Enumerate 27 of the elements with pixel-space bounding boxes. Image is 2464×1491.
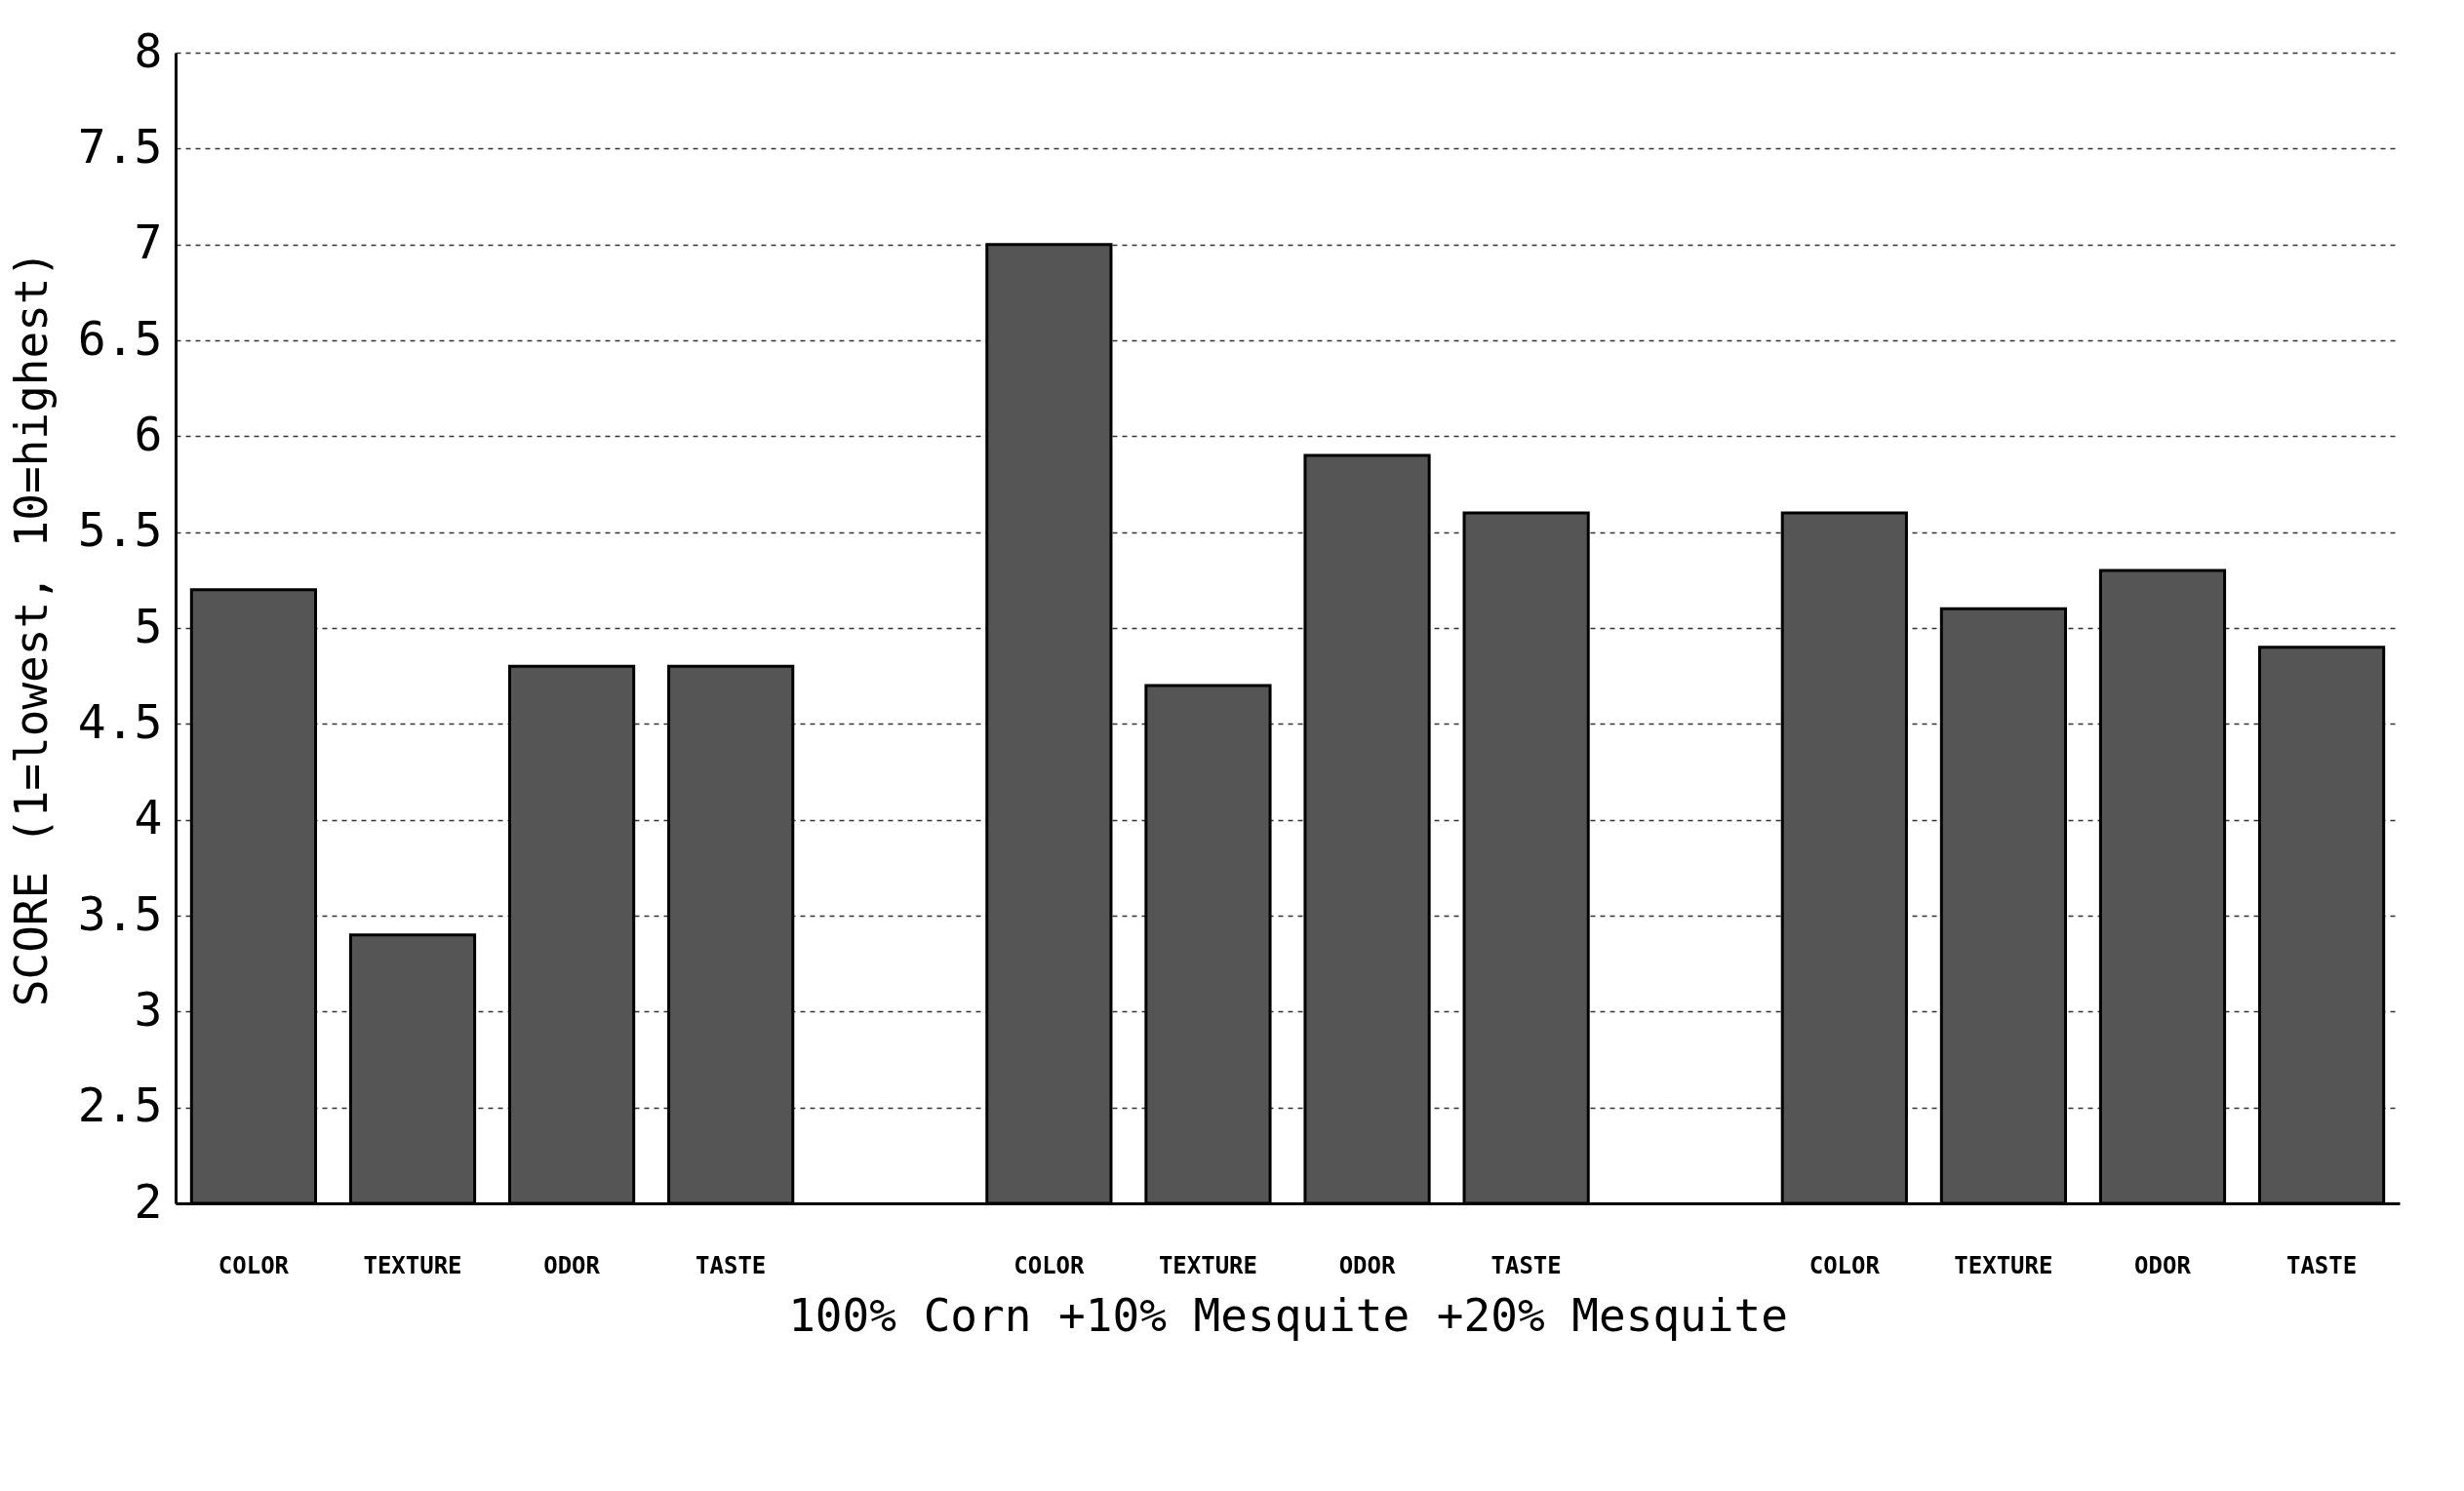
y-tick-label: 3.5 xyxy=(77,885,163,941)
x-tick-label: COLOR xyxy=(1808,1251,1881,1279)
y-tick-label: 2.5 xyxy=(77,1078,163,1133)
y-tick-label: 6.5 xyxy=(77,310,163,366)
x-tick-label: COLOR xyxy=(218,1251,290,1279)
y-tick-label: 6 xyxy=(134,406,163,461)
x-tick-label: ODOR xyxy=(1338,1251,1396,1279)
y-tick-label: 5 xyxy=(134,598,163,653)
x-tick-label: COLOR xyxy=(1013,1251,1086,1279)
x-tick-label: TEXTURE xyxy=(1158,1251,1258,1279)
y-tick-label: 7.5 xyxy=(77,118,163,174)
y-axis-title: SCORE (1=lowest, 10=highest) xyxy=(4,250,58,1007)
y-tick-label: 2 xyxy=(134,1173,163,1229)
x-tick-label: ODOR xyxy=(543,1251,601,1279)
x-axis-title: 100% Corn +10% Mesquite +20% Mesquite xyxy=(788,1288,1788,1342)
y-tick-label: 8 xyxy=(134,22,163,78)
x-tick-label: TASTE xyxy=(695,1251,767,1279)
y-tick-label: 3 xyxy=(134,981,163,1037)
y-tick-label: 4.5 xyxy=(77,693,163,749)
x-tick-label: TASTE xyxy=(2285,1251,2358,1279)
y-tick-label: 5.5 xyxy=(77,502,163,558)
x-tick-label: TASTE xyxy=(1490,1251,1562,1279)
x-tick-label: TEXTURE xyxy=(363,1251,462,1279)
y-tick-label: 4 xyxy=(134,790,163,845)
x-tick-label: TEXTURE xyxy=(1954,1251,2053,1279)
x-tick-label: ODOR xyxy=(2134,1251,2192,1279)
y-tick-label: 7 xyxy=(134,215,163,270)
